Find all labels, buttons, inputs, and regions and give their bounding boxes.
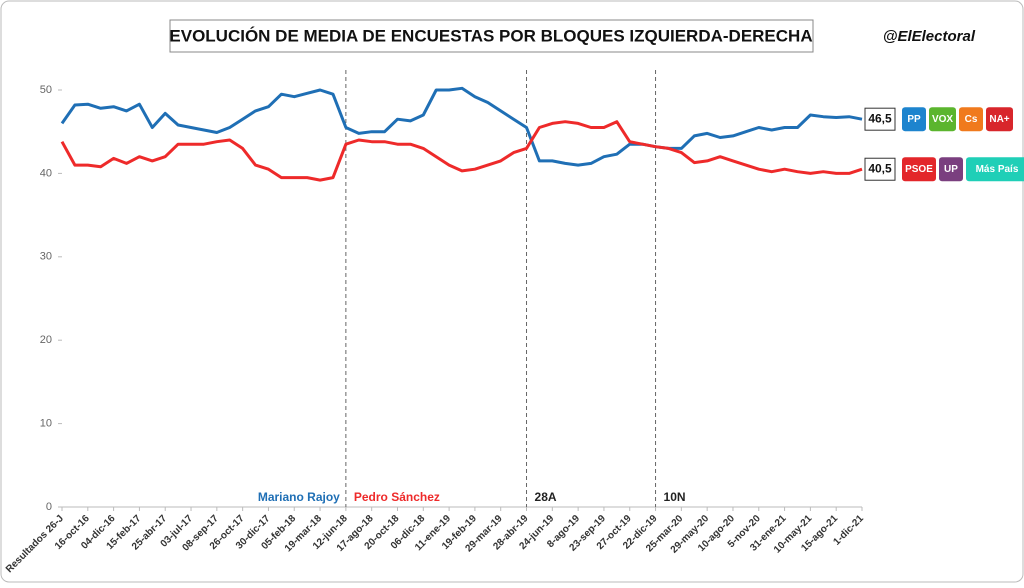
party-logo-text: Más País [976,164,1019,175]
title-box [169,19,814,53]
y-tick-label: 20 [40,334,52,346]
y-tick-label: 50 [40,84,52,96]
party-logo [929,107,956,132]
party-logo-text: Cs [965,114,978,125]
party-logo [939,157,963,182]
end-label-box [864,157,896,181]
series-line [60,120,863,182]
annotation: Mariano Rajoy [258,490,340,504]
annotation: 28A [535,490,557,504]
source: @ElElectoral [883,28,976,45]
party-logo [902,157,936,182]
party-logo [966,157,1024,182]
party-logo-text: PP [907,114,921,125]
y-tick-label: 10 [40,418,52,430]
annotation: Pedro Sánchez [354,490,440,504]
party-logo [986,107,1013,132]
annotation: 10N [664,490,686,504]
chart-title: EVOLUCIÓN DE MEDIA DE ENCUESTAS POR BLOQ… [169,26,812,45]
end-label: 40,5 [868,161,892,175]
party-logo [959,107,983,132]
y-tick-label: 0 [46,501,52,513]
end-label-box [864,107,896,131]
party-logo-text: VOX [932,114,953,125]
series-line [60,86,863,167]
party-logo-text: UP [944,164,958,175]
party-logo-text: PSOE [905,164,933,175]
y-tick-label: 30 [40,251,52,263]
end-label: 46,5 [868,111,892,125]
y-tick-label: 40 [40,167,52,179]
party-logo-text: NA+ [989,114,1009,125]
party-logo [902,107,926,132]
